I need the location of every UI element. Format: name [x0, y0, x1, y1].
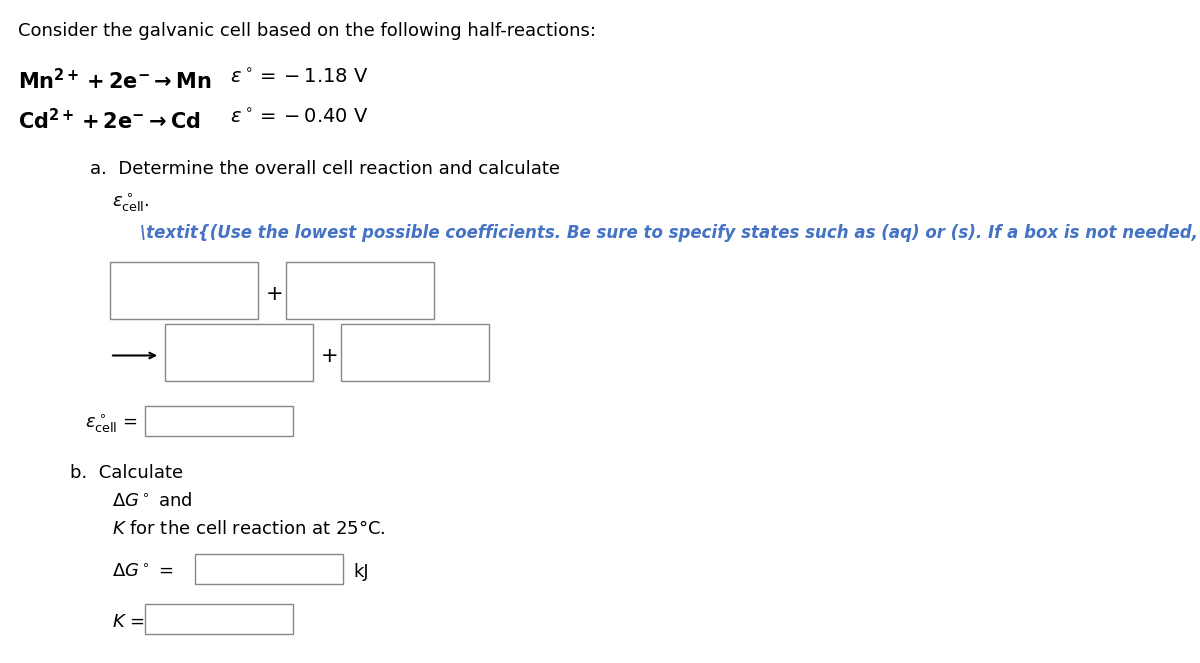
Text: Consider the galvanic cell based on the following half-reactions:: Consider the galvanic cell based on the …: [18, 22, 596, 40]
Text: b.  Calculate: b. Calculate: [70, 464, 184, 482]
Text: $\varepsilon^\circ = -0.40\ \mathrm{V}$: $\varepsilon^\circ = -0.40\ \mathrm{V}$: [230, 108, 368, 127]
Text: kJ: kJ: [353, 563, 368, 581]
Text: $\Delta G^\circ$ and: $\Delta G^\circ$ and: [112, 492, 193, 510]
Text: $\varepsilon^\circ_\mathrm{cell}$ =: $\varepsilon^\circ_\mathrm{cell}$ =: [85, 413, 138, 435]
Text: $\Delta G^\circ$ =: $\Delta G^\circ$ =: [112, 563, 174, 581]
Bar: [166, 324, 313, 381]
Text: $\varepsilon^\circ_\mathrm{cell}$.: $\varepsilon^\circ_\mathrm{cell}$.: [112, 192, 150, 214]
Bar: [145, 406, 293, 436]
Text: $\mathbf{Cd^{2+} + 2e^{-} \rightarrow Cd}$: $\mathbf{Cd^{2+} + 2e^{-} \rightarrow Cd…: [18, 108, 200, 133]
Bar: [194, 554, 343, 584]
Bar: [341, 324, 490, 381]
Bar: [110, 262, 258, 319]
Bar: [286, 262, 434, 319]
Text: $K$ for the cell reaction at 25°C.: $K$ for the cell reaction at 25°C.: [112, 520, 385, 538]
Text: +: +: [266, 284, 283, 304]
Text: \textit{(Use the lowest possible coefficients. Be sure to specify states such as: \textit{(Use the lowest possible coeffic…: [140, 224, 1200, 242]
Text: +: +: [322, 345, 338, 365]
Text: a.  Determine the overall cell reaction and calculate: a. Determine the overall cell reaction a…: [90, 160, 560, 178]
Bar: [145, 604, 293, 634]
Text: $\mathbf{Mn^{2+} + 2e^{-} \rightarrow Mn}$: $\mathbf{Mn^{2+} + 2e^{-} \rightarrow Mn…: [18, 68, 211, 93]
Text: $\varepsilon^\circ = -1.18\ \mathrm{V}$: $\varepsilon^\circ = -1.18\ \mathrm{V}$: [230, 68, 368, 87]
Text: $K$ =: $K$ =: [112, 613, 145, 631]
